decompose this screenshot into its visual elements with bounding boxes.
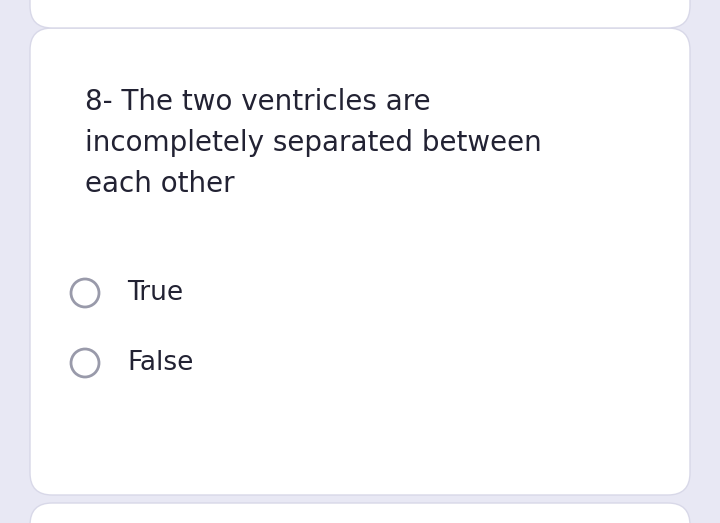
Circle shape	[71, 349, 99, 377]
Text: False: False	[127, 350, 194, 376]
Text: 8- The two ventricles are
incompletely separated between
each other: 8- The two ventricles are incompletely s…	[85, 88, 541, 198]
FancyBboxPatch shape	[30, 0, 690, 28]
Circle shape	[71, 279, 99, 307]
FancyBboxPatch shape	[30, 503, 690, 523]
Text: True: True	[127, 280, 183, 306]
FancyBboxPatch shape	[30, 28, 690, 495]
